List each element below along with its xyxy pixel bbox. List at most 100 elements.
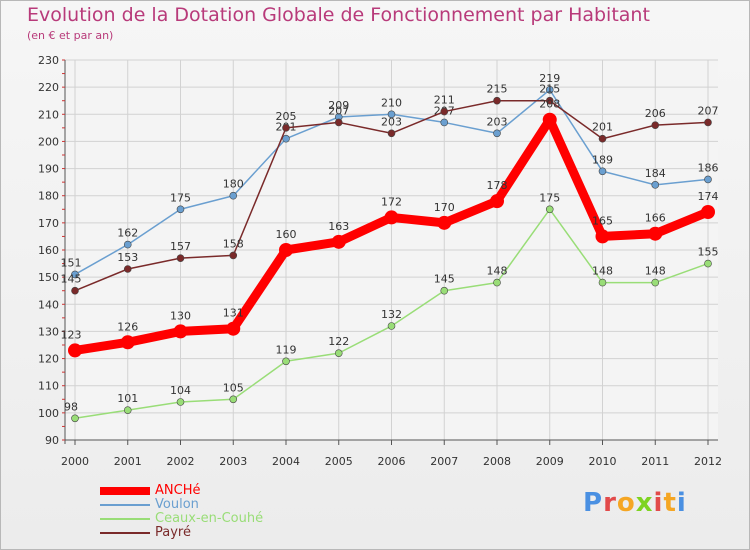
data-point (68, 343, 82, 358)
data-label: 206 (645, 107, 666, 120)
proxiti-logo: Proxiti (583, 488, 687, 518)
data-label: 207 (698, 104, 719, 117)
y-tick-label: 180 (38, 190, 59, 203)
data-point (176, 254, 185, 262)
data-label: 205 (276, 110, 297, 123)
y-tick-label: 230 (38, 54, 59, 67)
chart-title: Evolution de la Dotation Globale de Fonc… (27, 4, 650, 26)
data-label: 172 (381, 195, 402, 208)
legend-swatch (100, 504, 150, 506)
data-point (545, 205, 554, 214)
chart-subtitle: (en € et par an) (27, 29, 114, 42)
chart-legend: ANCHé Voulon Ceaux-en-Couhé Payré (100, 484, 263, 540)
data-label: 209 (328, 99, 349, 112)
logo-letter: o (616, 488, 636, 518)
y-tick-label: 220 (38, 81, 59, 94)
x-tick-label: 2007 (430, 455, 458, 468)
y-tick-label: 90 (45, 434, 59, 447)
data-point (334, 118, 343, 127)
data-point (545, 86, 554, 94)
data-point (440, 118, 449, 127)
data-point (282, 134, 290, 143)
data-label: 98 (64, 400, 78, 413)
data-label: 210 (381, 96, 402, 109)
data-label: 203 (487, 115, 508, 128)
data-point (598, 134, 607, 143)
y-tick-label: 170 (38, 217, 59, 230)
data-label: 166 (645, 212, 666, 225)
data-point (701, 205, 715, 219)
legend-swatch (100, 487, 150, 495)
data-label: 151 (61, 256, 82, 269)
y-tick-label: 150 (38, 271, 59, 284)
data-label: 105 (223, 381, 244, 394)
data-point (437, 215, 452, 230)
y-tick-label: 100 (38, 407, 59, 420)
data-label: 215 (487, 83, 508, 96)
data-label: 189 (592, 153, 613, 166)
data-point (598, 167, 607, 176)
data-point (648, 226, 663, 241)
data-point (595, 229, 610, 244)
x-tick-label: 2005 (325, 455, 353, 468)
legend-label: ANCHé (155, 483, 201, 498)
data-label: 130 (170, 309, 191, 322)
data-point (176, 398, 185, 406)
x-tick-label: 2006 (378, 455, 406, 468)
data-label: 104 (170, 384, 191, 397)
data-point (282, 357, 290, 366)
legend-swatch (100, 532, 150, 534)
data-point (229, 191, 238, 200)
x-tick-label: 2000 (61, 455, 89, 468)
data-label: 215 (539, 83, 560, 96)
y-tick-label: 120 (38, 353, 59, 366)
data-label: 201 (592, 121, 613, 134)
data-point (704, 175, 712, 184)
data-label: 184 (645, 167, 666, 180)
data-point (123, 240, 132, 249)
data-label: 101 (117, 392, 138, 405)
data-point (173, 324, 188, 339)
data-point (123, 406, 132, 414)
data-label: 219 (539, 72, 560, 85)
data-label: 208 (539, 98, 560, 111)
data-label: 123 (61, 328, 82, 341)
data-label: 126 (117, 320, 138, 333)
data-point (387, 129, 396, 138)
data-label: 122 (328, 335, 349, 348)
logo-letter: i (676, 488, 687, 518)
data-label: 148 (645, 265, 666, 278)
data-point (71, 286, 79, 295)
legend-label: Payré (155, 525, 191, 540)
data-label: 203 (381, 115, 402, 128)
data-point (229, 251, 238, 260)
data-point (229, 395, 238, 404)
data-point (226, 321, 241, 336)
logo-letter: i (653, 488, 664, 518)
legend-item: ANCHé (100, 484, 263, 498)
data-label: 207 (328, 104, 349, 117)
logo-letter: P (583, 488, 604, 518)
data-point (440, 107, 449, 116)
logo-letter: r (603, 488, 617, 518)
logo-letter: x (635, 488, 654, 518)
x-tick-label: 2009 (536, 455, 564, 468)
data-label: 145 (434, 273, 455, 286)
data-point (282, 124, 290, 132)
data-point (490, 194, 504, 209)
legend-swatch (100, 518, 150, 520)
data-label: 131 (223, 307, 244, 320)
data-point (493, 96, 501, 105)
data-point (387, 110, 396, 119)
x-tick-label: 2003 (219, 455, 247, 468)
data-point (545, 96, 554, 105)
data-point (651, 121, 660, 129)
data-label: 186 (698, 161, 719, 174)
legend-label: Ceaux-en-Couhé (155, 511, 264, 526)
x-tick-label: 2002 (167, 455, 195, 468)
y-tick-label: 110 (38, 380, 59, 393)
data-label: 162 (117, 227, 138, 240)
y-tick-label: 200 (38, 135, 59, 148)
data-point (331, 234, 346, 249)
